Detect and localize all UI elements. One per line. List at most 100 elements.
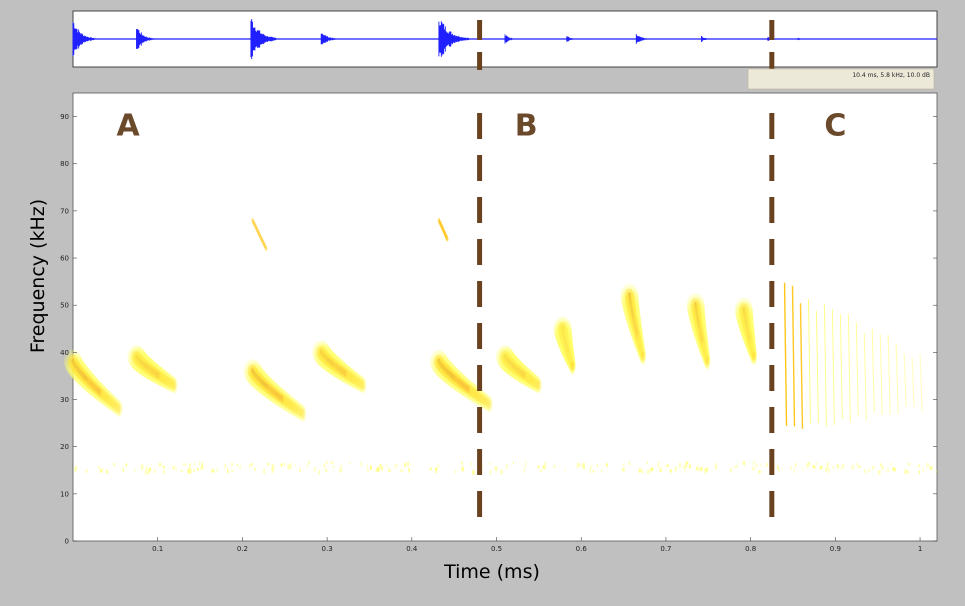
noise-mark: [470, 462, 473, 466]
noise-mark: [793, 468, 796, 473]
noise-mark: [506, 464, 508, 470]
noise-mark: [134, 468, 136, 472]
noise-mark: [743, 461, 746, 467]
x-tick-label: 0.1: [152, 545, 163, 553]
noise-mark: [307, 464, 309, 468]
noise-mark: [851, 465, 854, 470]
noise-mark: [596, 464, 599, 468]
buzz-line: [903, 353, 907, 407]
noise-mark: [140, 464, 144, 470]
x-tick-label: 0.4: [406, 545, 418, 553]
noise-mark: [188, 469, 192, 474]
noise-mark: [679, 462, 681, 468]
noise-mark: [149, 467, 152, 472]
noise-mark: [267, 462, 270, 466]
noise-mark: [684, 470, 686, 473]
noise-mark: [381, 466, 384, 472]
noise-mark: [437, 464, 440, 468]
noise-mark: [807, 461, 811, 467]
noise-mark: [689, 466, 691, 469]
noise-mark: [524, 464, 527, 468]
noise-mark: [125, 463, 128, 467]
noise-mark: [325, 468, 327, 472]
noise-mark: [212, 469, 215, 473]
noise-mark: [544, 461, 547, 466]
y-tick-label: 60: [60, 255, 69, 263]
noise-mark: [325, 461, 328, 464]
noise-mark: [193, 468, 195, 472]
buzz-line: [783, 282, 788, 426]
noise-mark: [935, 470, 937, 473]
noise-mark: [590, 465, 592, 469]
call-mark: [553, 316, 576, 375]
noise-mark: [592, 470, 595, 473]
noise-mark: [778, 469, 781, 472]
noise-mark: [918, 470, 921, 475]
noise-mark: [736, 464, 738, 468]
buzz-line: [847, 313, 851, 423]
noise-mark: [172, 465, 175, 470]
noise-mark: [683, 466, 686, 469]
noise-mark: [201, 465, 204, 470]
noise-mark: [435, 467, 438, 471]
noise-mark: [387, 468, 391, 473]
noise-mark: [805, 463, 809, 468]
noise-mark: [765, 463, 769, 468]
waveform-series: [72, 19, 807, 59]
noise-mark: [714, 463, 717, 466]
noise-mark: [236, 464, 239, 467]
y-axis-title: Frequency (kHz): [27, 199, 49, 353]
noise-mark: [163, 470, 165, 475]
noise-mark: [589, 469, 591, 474]
y-tick-label: 70: [60, 207, 69, 215]
noise-mark: [523, 468, 525, 473]
noise-mark: [201, 461, 203, 466]
noise-mark: [318, 470, 321, 475]
noise-mark: [856, 462, 858, 467]
call-marks: [64, 217, 758, 422]
section-label: B: [515, 108, 538, 143]
x-tick-label: 0.2: [237, 545, 248, 553]
noise-mark: [180, 470, 184, 473]
noise-mark: [628, 461, 631, 466]
section-boundaries: [477, 113, 775, 531]
noise-mark: [836, 463, 840, 469]
noise-mark: [864, 469, 867, 474]
harmonic-mark: [437, 217, 449, 242]
noise-mark: [375, 468, 378, 472]
noise-mark: [842, 463, 845, 469]
waveform-burst: [797, 37, 807, 41]
noise-mark: [826, 466, 828, 471]
call-mark: [734, 297, 758, 366]
noise-mark: [162, 465, 165, 469]
noise-mark: [231, 462, 233, 467]
noise-mark: [349, 461, 351, 465]
noise-mark: [537, 465, 540, 469]
noise-mark: [752, 466, 755, 471]
noise-mark: [158, 462, 162, 467]
noise-mark: [646, 469, 650, 474]
noise-mark: [892, 467, 895, 471]
noise-mark: [366, 463, 369, 469]
call-mark: [243, 359, 307, 422]
noise-mark: [929, 466, 933, 470]
noise-mark: [386, 464, 388, 468]
noise-mark: [331, 461, 334, 464]
noise-mark: [163, 466, 166, 470]
noise-mark: [871, 466, 875, 470]
noise-mark: [287, 465, 289, 469]
spectrogram-panel: A B C 0.1 0.2 0.3 0.4 0.5 0.6 0.7 0.8 0.9 1 0 10 20 30…: [27, 92, 938, 583]
buzz-line: [911, 357, 915, 408]
waveform-burst: [72, 22, 95, 56]
noise-mark: [226, 468, 229, 474]
noise-mark: [642, 469, 644, 474]
noise-mark: [880, 463, 882, 467]
noise-mark: [196, 467, 199, 471]
y-tick-label: 90: [60, 113, 69, 121]
x-tick-label: 0.7: [660, 545, 671, 553]
noise-mark: [790, 465, 792, 471]
noise-mark: [926, 463, 930, 468]
noise-mark: [239, 465, 241, 470]
buzz-line: [895, 343, 899, 414]
noise-mark: [100, 468, 103, 471]
